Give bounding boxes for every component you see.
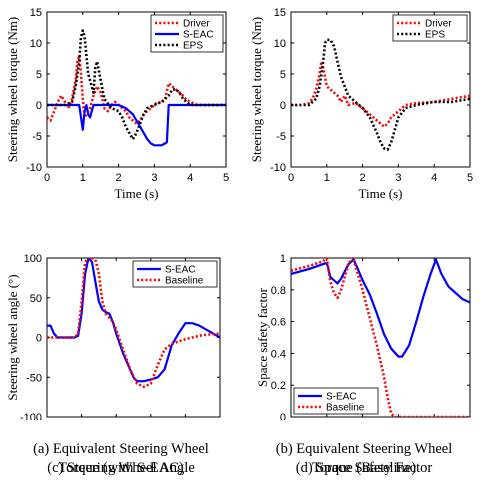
chart-d-ytick-label: 0.6 — [271, 317, 286, 329]
chart-b-xtick-label: 2 — [360, 172, 366, 184]
chart-d-ytick-label: 1 — [280, 253, 286, 265]
chart-a: 0 1 2 3 4 5 -10 -5 0 5 10 15 Time (s) Steering wheel … — [5, 7, 229, 201]
chart-a-series-eps-line — [47, 29, 226, 141]
chart-d-frame — [290, 257, 471, 418]
caption-a-line2: Torque (with S-EAC) — [58, 460, 184, 476]
chart-b-ytick-label: -5 — [276, 131, 286, 143]
chart-a-ytick-label: 5 — [36, 69, 42, 81]
chart-c-legend-label: Baseline — [165, 276, 204, 287]
chart-b-ytick-label: 5 — [280, 69, 286, 81]
chart-b-ytick-label: 10 — [274, 38, 286, 50]
chart-a-ylabel: Steering wheel torque (Nm) — [5, 17, 20, 162]
chart-a-xtick-label: 1 — [80, 172, 86, 184]
chart-b-legend-label: Driver — [425, 19, 452, 30]
chart-b-series-eps-line — [291, 38, 470, 151]
chart-a-ytick-label: -10 — [26, 162, 42, 174]
chart-b-xtick-label: 1 — [324, 172, 330, 184]
chart-c-ytick-label: 0 — [36, 333, 42, 345]
chart-b: 0 1 2 3 4 5 -10 -5 0 5 10 15 Time (s) Steering wheel … — [249, 7, 473, 201]
caption-b-line1: (b) Equivalent Steering Wheel — [275, 441, 453, 457]
chart-b-series-driver-line — [291, 60, 470, 128]
chart-b-ytick-label: 0 — [280, 100, 286, 112]
chart-a-legend-label: EPS — [183, 41, 203, 52]
chart-a-xtick-label: 4 — [187, 172, 193, 184]
chart-a-ytick-label: -5 — [32, 131, 42, 143]
chart-d-ytick-label: 0 — [280, 412, 286, 420]
chart-c-ytick-label: -100 — [20, 412, 42, 420]
caption-a: (a) Equivalent Steering Wheel Torque (wi… — [0, 440, 242, 478]
chart-b-ylabel: Steering wheel torque (Nm) — [249, 17, 264, 162]
caption-c: (c) Steering Wheel Angle — [47, 460, 195, 476]
chart-d-legend-label: Baseline — [326, 403, 365, 414]
chart-a-series-s-eac-line — [47, 103, 226, 147]
chart-a-legend-label: Driver — [183, 19, 210, 30]
chart-c-legend-box — [132, 260, 218, 288]
chart-b-ytick-label: -10 — [270, 162, 286, 174]
chart-a-frame — [46, 11, 227, 168]
chart-c-ylabel: Steering wheel angle (°) — [5, 274, 20, 400]
chart-d-ytick-label: 0.4 — [271, 348, 286, 360]
chart-b-xtick-label: 5 — [467, 172, 473, 184]
chart-a-ytick-label: 15 — [30, 7, 42, 19]
caption-b-line2: Torque (Baseline) — [311, 460, 417, 476]
chart-b-plot-area — [291, 38, 470, 151]
chart-c-ytick-label: 50 — [30, 293, 42, 305]
chart-d-ytick-label: 0.8 — [271, 285, 286, 297]
chart-b-legend-box — [392, 14, 468, 42]
chart-a-xtick-label: 2 — [116, 172, 122, 184]
chart-a-legend-label: S-EAC — [183, 30, 214, 41]
chart-c-plot-area — [47, 258, 220, 389]
chart-b-frame — [290, 11, 471, 168]
chart-a-xtick-label: 0 — [44, 172, 50, 184]
caption-d: (d) Space Safety Factor — [295, 460, 433, 476]
chart-d-ylabel: Space safety factor — [255, 287, 270, 387]
chart-d: 01234500.20.40.60.81Time (s)Space safety… — [255, 253, 471, 420]
chart-b-xtick-label: 0 — [288, 172, 294, 184]
chart-d-legend-label: S-EAC — [326, 392, 357, 403]
chart-d-plot-area — [291, 258, 470, 417]
chart-a-plot-area — [47, 29, 226, 147]
chart-c-ytick-label: 100 — [24, 253, 42, 265]
caption-a-line1: (a) Equivalent Steering Wheel — [33, 441, 209, 457]
chart-a-xtick-label: 3 — [151, 172, 157, 184]
chart-a-ytick-label: 10 — [30, 38, 42, 50]
chart-a-ytick-label: 0 — [36, 100, 42, 112]
chart-a-xlabel: Time (s) — [115, 186, 159, 201]
caption-b: (b) Equivalent Steering Wheel Torque (Ba… — [243, 440, 485, 478]
chart-d-legend-box — [293, 387, 379, 415]
chart-c-legend-label: S-EAC — [165, 265, 196, 276]
chart-d-ytick-label: 0.2 — [271, 380, 286, 392]
chart-b-legend-label: EPS — [425, 30, 445, 41]
chart-b-xlabel: Time (s) — [359, 186, 403, 201]
chart-c-ytick-label: -50 — [26, 372, 42, 384]
chart-b-xtick-label: 3 — [395, 172, 401, 184]
chart-a-series-driver-line — [47, 54, 226, 125]
chart-b-ytick-label: 15 — [274, 7, 286, 19]
chart-d-series-s-eac-line — [291, 258, 470, 358]
chart-b-xtick-label: 4 — [431, 172, 437, 184]
chart-a-xtick-label: 5 — [223, 172, 229, 184]
